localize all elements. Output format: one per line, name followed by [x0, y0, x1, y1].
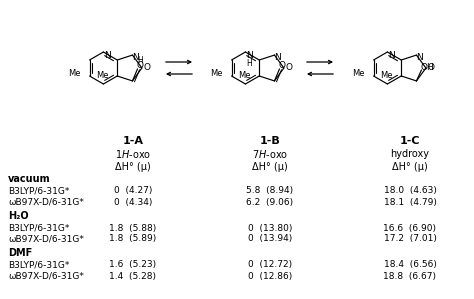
Text: H: H [246, 59, 252, 68]
Text: 1.4  (5.28): 1.4 (5.28) [109, 271, 156, 280]
Text: 6.2  (9.06): 6.2 (9.06) [246, 198, 293, 207]
Text: 1.8  (5.89): 1.8 (5.89) [109, 234, 156, 243]
Text: 0  (13.94): 0 (13.94) [248, 234, 292, 243]
Text: N: N [246, 51, 253, 60]
Text: 1-A: 1-A [122, 136, 144, 146]
Text: 0  (12.72): 0 (12.72) [248, 260, 292, 269]
Text: ωB97X-D/6-31G*: ωB97X-D/6-31G* [8, 198, 84, 207]
Text: Me: Me [96, 71, 109, 80]
Text: 0  (4.34): 0 (4.34) [114, 198, 152, 207]
Text: Me: Me [210, 69, 223, 79]
Text: O: O [279, 61, 286, 71]
Text: O: O [137, 61, 144, 71]
Text: ΔH° (μ): ΔH° (μ) [115, 162, 151, 172]
Text: vacuum: vacuum [8, 174, 51, 184]
Text: 0  (4.27): 0 (4.27) [114, 187, 152, 196]
Text: ωB97X-D/6-31G*: ωB97X-D/6-31G* [8, 271, 84, 280]
Text: 5.8  (8.94): 5.8 (8.94) [246, 187, 293, 196]
Text: B3LYP/6-31G*: B3LYP/6-31G* [8, 187, 69, 196]
Text: 7$H$-oxo: 7$H$-oxo [252, 148, 288, 160]
Text: ΔH° (μ): ΔH° (μ) [252, 162, 288, 172]
Text: O: O [428, 63, 434, 72]
Text: 18.8  (6.67): 18.8 (6.67) [383, 271, 437, 280]
Text: OH: OH [420, 63, 434, 72]
Text: ωB97X-D/6-31G*: ωB97X-D/6-31G* [8, 234, 84, 243]
Text: 1-B: 1-B [260, 136, 281, 146]
Text: N: N [388, 51, 395, 60]
Text: B3LYP/6-31G*: B3LYP/6-31G* [8, 260, 69, 269]
Text: Me: Me [238, 71, 251, 80]
Text: hydroxy: hydroxy [391, 149, 429, 159]
Text: H: H [137, 56, 143, 65]
Text: H₂O: H₂O [8, 211, 28, 221]
Text: B3LYP/6-31G*: B3LYP/6-31G* [8, 223, 69, 233]
Text: 17.2  (7.01): 17.2 (7.01) [383, 234, 437, 243]
Text: 1$H$-oxo: 1$H$-oxo [115, 148, 151, 160]
Text: 1-C: 1-C [400, 136, 420, 146]
Text: N: N [104, 51, 111, 60]
Text: O: O [143, 63, 150, 72]
Text: N: N [274, 53, 281, 62]
Text: O: O [285, 63, 292, 72]
Text: 18.0  (4.63): 18.0 (4.63) [383, 187, 437, 196]
Text: 0  (13.80): 0 (13.80) [248, 223, 292, 233]
Text: 0  (12.86): 0 (12.86) [248, 271, 292, 280]
Text: N: N [132, 53, 139, 62]
Text: Me: Me [352, 69, 365, 79]
Text: 18.1  (4.79): 18.1 (4.79) [383, 198, 437, 207]
Text: 18.4  (6.56): 18.4 (6.56) [383, 260, 437, 269]
Text: 1.6  (5.23): 1.6 (5.23) [109, 260, 156, 269]
Text: 16.6  (6.90): 16.6 (6.90) [383, 223, 437, 233]
Text: ΔH° (μ): ΔH° (μ) [392, 162, 428, 172]
Text: 1.8  (5.88): 1.8 (5.88) [109, 223, 156, 233]
Text: Me: Me [380, 71, 392, 80]
Text: Me: Me [68, 69, 81, 79]
Text: N: N [416, 53, 423, 62]
Text: DMF: DMF [8, 248, 32, 258]
